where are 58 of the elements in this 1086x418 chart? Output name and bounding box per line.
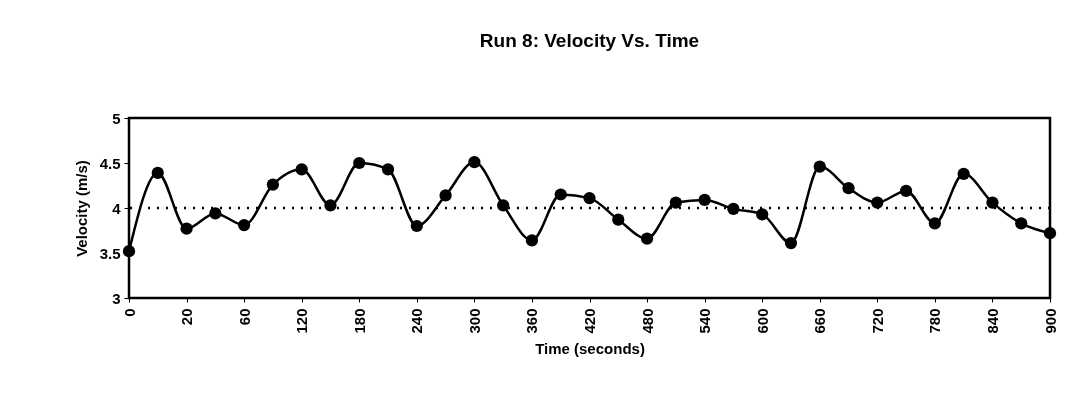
point xyxy=(1043,227,1057,240)
point xyxy=(957,167,970,180)
point xyxy=(238,218,251,232)
point xyxy=(266,178,280,191)
point xyxy=(468,155,481,169)
point xyxy=(180,222,193,235)
point xyxy=(727,202,740,216)
x-tick-label: 840 xyxy=(983,308,1001,334)
point xyxy=(669,196,682,209)
point xyxy=(583,191,596,205)
point xyxy=(381,163,395,176)
point xyxy=(899,184,913,198)
x-tick-label: 360 xyxy=(523,308,541,334)
point xyxy=(324,199,337,212)
point xyxy=(1015,217,1028,230)
y-tick-label: 3.5 xyxy=(99,244,121,262)
point xyxy=(871,196,884,209)
x-tick-label: 120 xyxy=(293,308,311,334)
point xyxy=(813,160,826,173)
x-tick-label: 0 xyxy=(120,308,138,317)
point xyxy=(497,199,510,212)
point xyxy=(439,189,452,202)
point xyxy=(698,193,711,207)
point xyxy=(612,213,625,226)
point xyxy=(640,232,654,245)
point xyxy=(554,188,567,201)
point xyxy=(842,182,855,195)
point xyxy=(353,156,366,170)
point xyxy=(784,236,798,250)
point xyxy=(209,207,222,220)
x-tick-label: 240 xyxy=(408,308,426,334)
x-tick-label: 180 xyxy=(350,308,368,334)
x-tick-label: 600 xyxy=(753,308,771,334)
x-tick-label: 540 xyxy=(696,308,714,334)
point xyxy=(410,219,423,233)
x-tick-label: 20 xyxy=(178,308,196,326)
x-tick-label: 780 xyxy=(926,308,944,334)
x-tick-label: 300 xyxy=(465,308,483,334)
point xyxy=(151,166,164,180)
x-tick-label: 900 xyxy=(1041,308,1059,334)
x-tick-label: 720 xyxy=(868,308,886,334)
point xyxy=(122,245,136,258)
x-axis-title: Time (seconds) xyxy=(535,339,645,357)
y-tick-label: 4 xyxy=(112,199,122,217)
point xyxy=(295,163,308,176)
y-tick-label: 4.5 xyxy=(99,154,121,172)
point xyxy=(756,208,769,221)
x-tick-label: 420 xyxy=(581,308,598,334)
x-tick-label: 60 xyxy=(235,308,253,326)
point xyxy=(928,217,941,230)
y-tick-label: 3 xyxy=(112,289,121,307)
x-tick-label: 480 xyxy=(638,308,656,334)
y-tick-label: 5 xyxy=(112,109,121,127)
point xyxy=(986,196,999,209)
y-axis-title: Velocity (m/s) xyxy=(72,160,90,257)
point xyxy=(525,234,539,247)
chart-title: Run 8: Velocity Vs. Time xyxy=(479,30,700,51)
x-tick-label: 660 xyxy=(811,308,829,334)
